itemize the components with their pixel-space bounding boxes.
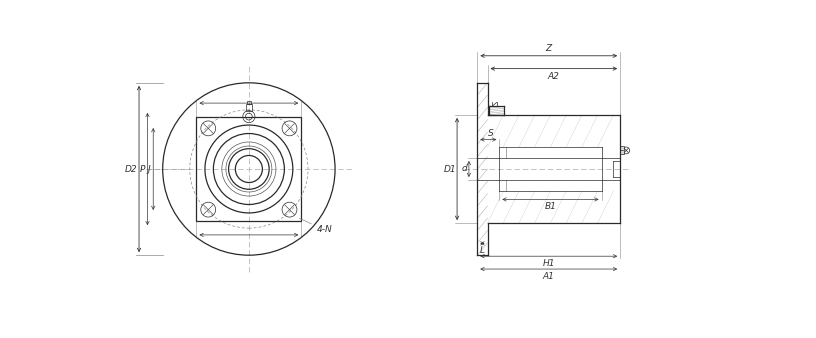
Text: H1: H1 [543,259,555,268]
Bar [620,146,623,154]
Text: P: P [140,165,145,173]
Text: L: L [480,246,485,255]
Bar [246,104,251,111]
Text: A2: A2 [548,72,560,80]
Text: D2: D2 [124,165,137,173]
Text: Z: Z [546,44,552,53]
Text: J: J [148,165,150,173]
Bar [247,101,251,104]
Text: S: S [488,129,494,138]
Text: D1: D1 [443,165,456,173]
Text: d: d [462,164,468,173]
Text: 4-N: 4-N [299,218,332,235]
Bar [197,117,301,221]
Text: B1: B1 [544,202,557,211]
Text: A1: A1 [543,272,555,281]
